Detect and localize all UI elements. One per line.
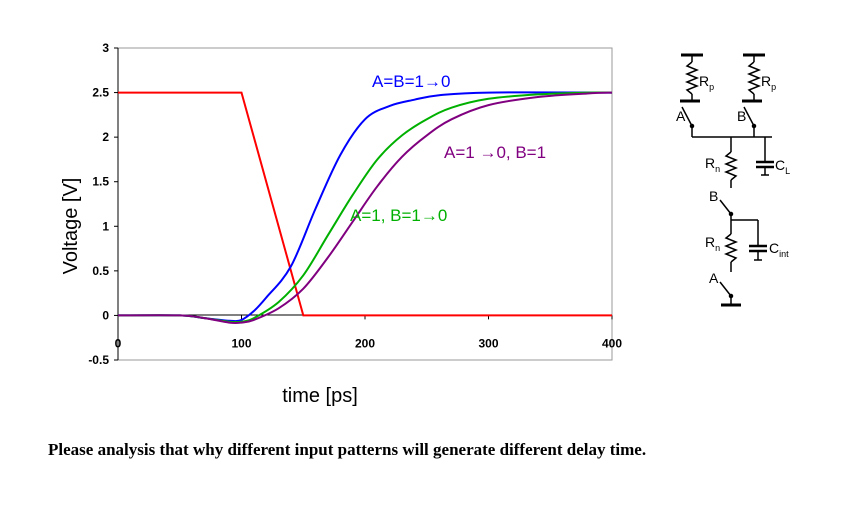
label-rn-top: Rn (705, 155, 720, 174)
x-tick-label: 0 (115, 336, 122, 350)
label-input-b-top: B (737, 108, 746, 124)
label-rp-left: Rp (699, 73, 714, 92)
x-axis-title: time [ps] (282, 385, 358, 407)
x-tick-label: 200 (355, 336, 375, 350)
series-line-3 (117, 91, 613, 325)
label-rn-bottom: Rn (705, 234, 720, 253)
y-ticks: 3 2.5 2 1.5 1 0.5 0 -0.5 (88, 41, 118, 367)
y-tick-label: 2.5 (92, 86, 109, 100)
label-cint: Cint (769, 240, 789, 259)
circuit-diagram (680, 53, 774, 307)
annotation-a-falling-b-high: A=1 →0, B=1 (444, 143, 546, 162)
resistor-rn-bottom (723, 233, 739, 263)
resistor-rp-left (684, 61, 700, 95)
label-rp-right: Rp (761, 73, 776, 92)
y-tick-label: 3 (102, 41, 109, 55)
question-text: Please analysis that why different input… (48, 440, 647, 459)
y-tick-label: 1.5 (92, 175, 109, 189)
label-input-a-top: A (676, 108, 686, 124)
figure: 3 2.5 2 1.5 1 0.5 0 -0.5 0 100 200 300 400 time [ps… (60, 41, 790, 407)
label-input-a-bottom: A (709, 270, 719, 286)
x-tick-label: 400 (602, 336, 622, 350)
y-tick-label: 2 (102, 130, 109, 144)
annotation-a-high-b-falling: A=1, B=1→0 (350, 206, 447, 225)
x-ticks: 0 100 200 300 400 (115, 315, 622, 350)
resistor-rp-right (746, 61, 762, 95)
annotation-a-b-falling: A=B=1→0 (372, 72, 450, 91)
series-line-0 (118, 91, 612, 317)
y-tick-label: -0.5 (88, 353, 109, 367)
series-layer (117, 91, 613, 325)
y-tick-label: 0.5 (92, 264, 109, 278)
circuit-labels: Rp Rp A B Rn CL B Rn Cint A (676, 73, 790, 286)
label-cl: CL (775, 157, 790, 176)
resistor-rn-top (723, 151, 739, 181)
y-axis-title: Voltage [V] (60, 178, 82, 275)
x-tick-label: 300 (478, 336, 498, 350)
x-tick-label: 100 (231, 336, 251, 350)
y-tick-label: 1 (102, 219, 109, 233)
label-input-b-mid: B (709, 188, 718, 204)
y-tick-label: 0 (102, 308, 109, 322)
